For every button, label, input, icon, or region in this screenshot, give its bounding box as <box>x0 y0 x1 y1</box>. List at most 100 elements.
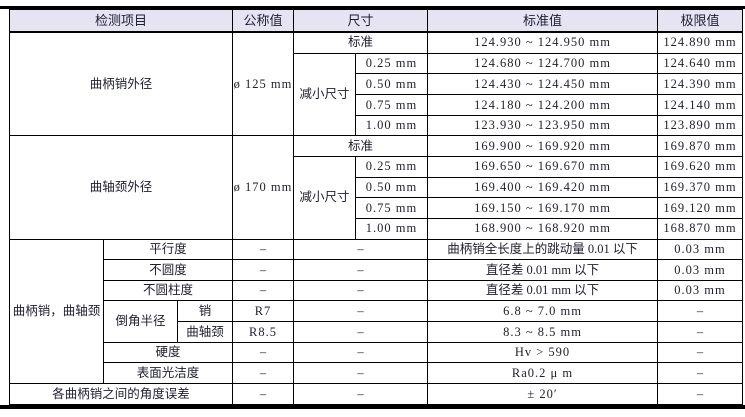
standard-value: 8.3 ~ 8.5 mm <box>427 321 659 343</box>
standard-label: 标准 <box>292 135 429 157</box>
reduced-size: 1.00 mm <box>354 217 429 240</box>
prop-size: – <box>292 362 429 385</box>
angle-error-label: 各曲柄销之间的角度误差 <box>9 383 233 405</box>
angle-nominal: – <box>232 383 294 405</box>
standard-value: ± 20′ <box>427 383 659 405</box>
limit-value: – <box>657 300 744 323</box>
standard-value: 直径差 0.01 mm 以下 <box>427 259 659 281</box>
surface-finish-name: 表面光洁度 <box>103 362 233 385</box>
standard-value: Hv > 590 <box>427 341 659 364</box>
top-rule <box>0 6 745 9</box>
reduced-size: 0.25 mm <box>354 52 429 75</box>
table-row: 减小尺寸 0.25 mm 169.650 ~ 169.670 mm 169.62… <box>10 155 744 240</box>
limit-value: 0.03 mm <box>657 279 744 302</box>
header-inspection-item: 检测项目 <box>9 8 233 33</box>
prop-nominal: – <box>232 362 294 385</box>
standard-value: 169.650 ~ 169.670 mm <box>427 155 659 178</box>
limit-value: 123.890 mm <box>657 114 744 137</box>
journal-nominal: ø 170 mm <box>232 135 294 240</box>
header-size: 尺寸 <box>292 8 429 33</box>
prop-name: 平行度 <box>103 238 233 261</box>
table-row: 不圆度 – – 直径差 0.01 mm 以下 0.03 mm <box>10 259 744 281</box>
chamfer-journal-name: 曲轴颈 <box>177 321 233 343</box>
table-header-row: 检测项目 公称值 尺寸 标准值 极限值 <box>9 8 744 33</box>
standard-value: 124.680 ~ 124.700 mm <box>427 52 659 75</box>
header-limit-value: 极限值 <box>657 8 744 33</box>
limit-value: 124.140 mm <box>657 93 744 116</box>
table-row: 曲柄销外径 ø 125 mm 标准 124.930 ~ 124.950 mm 1… <box>9 31 744 137</box>
crank-pin-label: 曲柄销外径 <box>9 31 233 137</box>
table-row: 曲轴颈外径 ø 170 mm 标准 169.900 ~ 169.920 mm 1… <box>9 135 744 240</box>
props-group-label: 曲柄销，曲轴颈 <box>9 238 104 385</box>
header-standard-value: 标准值 <box>427 8 659 33</box>
chamfer-pin-name: 销 <box>177 300 233 323</box>
table-row: 减小尺寸 0.25 mm 124.680 ~ 124.700 mm 124.64… <box>10 52 744 137</box>
standard-value: 169.150 ~ 169.170 mm <box>427 197 659 219</box>
standard-value: 6.8 ~ 7.0 mm <box>427 300 659 323</box>
hardness-name: 硬度 <box>103 341 233 364</box>
table-row: 1.00 mm 123.930 ~ 123.950 mm 123.890 mm <box>10 114 744 137</box>
standard-value: 169.900 ~ 169.920 mm <box>427 135 659 157</box>
standard-value: 123.930 ~ 123.950 mm <box>427 114 659 137</box>
prop-name: 不圆柱度 <box>103 279 233 302</box>
table-row: 倒角半径 销 R7 – 6.8 ~ 7.0 mm – <box>10 300 744 343</box>
prop-size: – <box>292 341 429 364</box>
limit-value: 169.120 mm <box>657 197 744 219</box>
table-row: 0.75 mm 169.150 ~ 169.170 mm 169.120 mm <box>10 197 744 219</box>
header-nominal-value: 公称值 <box>232 8 294 33</box>
journal-label: 曲轴颈外径 <box>9 135 233 240</box>
chamfer-journal-nominal: R8.5 <box>232 321 294 343</box>
table-row: 硬度 – – Hv > 590 – <box>10 341 744 364</box>
reduced-size: 0.75 mm <box>354 93 429 116</box>
reduced-size: 0.25 mm <box>354 155 429 178</box>
limit-value: 0.03 mm <box>657 259 744 281</box>
standard-value: Ra0.2 μ m <box>427 362 659 385</box>
chamfer-radius-label: 倒角半径 <box>103 300 178 343</box>
table-row: 表面光洁度 – – Ra0.2 μ m – <box>10 362 744 385</box>
limit-value: – <box>657 362 744 385</box>
standard-value: 168.900 ~ 168.920 mm <box>427 217 659 240</box>
crank-pin-nominal: ø 125 mm <box>232 31 294 137</box>
prop-nominal: – <box>232 259 294 281</box>
limit-value: 124.390 mm <box>657 73 744 95</box>
chamfer-pin-nominal: R7 <box>232 300 294 323</box>
reduced-size: 0.50 mm <box>354 176 429 199</box>
inspection-spec-table: 检测项目 公称值 尺寸 标准值 极限值 曲柄销外径 ø 125 mm 标准 12… <box>9 8 744 405</box>
table-row: 1.00 mm 168.900 ~ 168.920 mm 168.870 mm <box>10 217 744 240</box>
reduced-size: 0.75 mm <box>354 197 429 219</box>
prop-size: – <box>292 238 429 261</box>
table-row: 0.75 mm 124.180 ~ 124.200 mm 124.140 mm <box>10 93 744 116</box>
reduced-size: 1.00 mm <box>354 114 429 137</box>
table-row: 曲柄销，曲轴颈 平行度 – – 曲柄销全长度上的跳动量 0.01 以下 0.03… <box>9 238 744 385</box>
limit-value: 168.870 mm <box>657 217 744 240</box>
standard-label: 标准 <box>292 31 429 54</box>
prop-nominal: – <box>232 279 294 302</box>
table-row: 各曲柄销之间的角度误差 – – ± 20′ – <box>9 383 744 405</box>
limit-value: – <box>657 341 744 364</box>
standard-value: 169.400 ~ 169.420 mm <box>427 176 659 199</box>
prop-name: 不圆度 <box>103 259 233 281</box>
standard-value: 124.180 ~ 124.200 mm <box>427 93 659 116</box>
bottom-rule <box>0 405 745 409</box>
limit-value: 169.620 mm <box>657 155 744 178</box>
limit-value: 124.640 mm <box>657 52 744 75</box>
prop-size: – <box>292 321 429 343</box>
prop-size: – <box>292 279 429 302</box>
prop-size: – <box>292 259 429 281</box>
reduced-size-label: 减小尺寸 <box>293 155 356 240</box>
limit-value: 124.890 mm <box>657 31 744 54</box>
prop-size: – <box>292 300 429 323</box>
limit-value: 0.03 mm <box>657 238 744 261</box>
reduced-size: 0.50 mm <box>354 73 429 95</box>
table-row: 0.50 mm 124.430 ~ 124.450 mm 124.390 mm <box>10 73 744 95</box>
table-row: 不圆柱度 – – 直径差 0.01 mm 以下 0.03 mm <box>10 279 744 302</box>
angle-size: – <box>292 383 429 405</box>
table-row: 0.50 mm 169.400 ~ 169.420 mm 169.370 mm <box>10 176 744 199</box>
standard-value: 124.930 ~ 124.950 mm <box>427 31 659 54</box>
prop-nominal: – <box>232 341 294 364</box>
prop-nominal: – <box>232 238 294 261</box>
standard-value: 直径差 0.01 mm 以下 <box>427 279 659 302</box>
limit-value: – <box>657 383 744 405</box>
reduced-size-label: 减小尺寸 <box>293 52 356 137</box>
